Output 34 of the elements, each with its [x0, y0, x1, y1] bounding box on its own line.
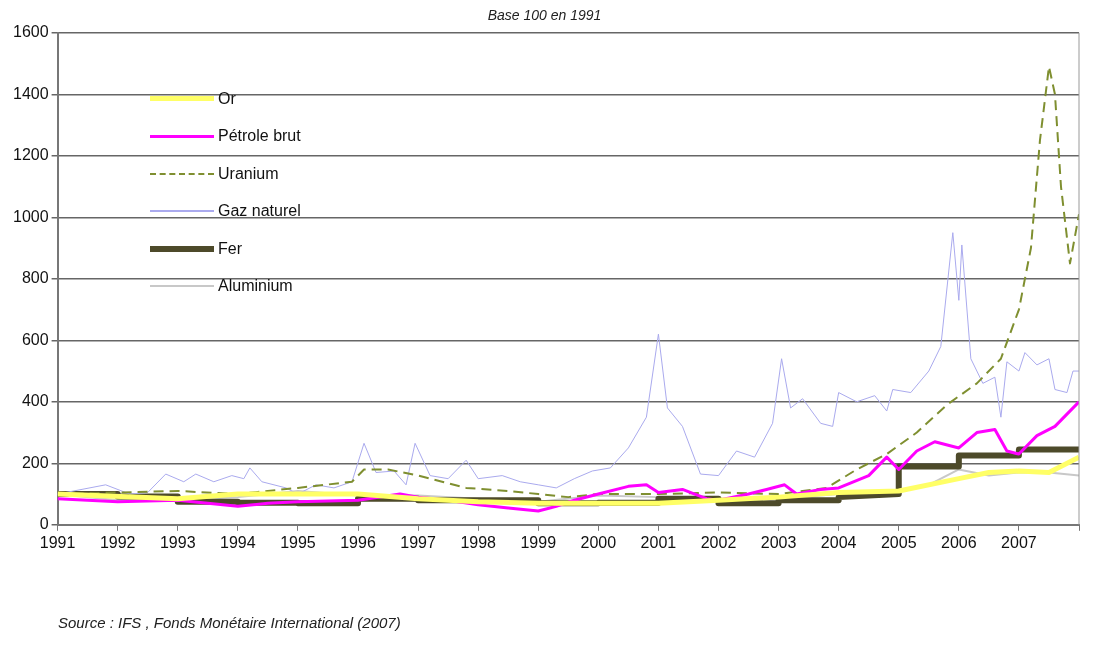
- legend-label: Gaz naturel: [218, 202, 301, 221]
- y-tick-label: 200: [21, 453, 49, 471]
- legend-label: Pétrole brut: [218, 127, 301, 146]
- y-tick-label: 1200: [13, 146, 49, 164]
- y-tick-label: 600: [21, 330, 49, 348]
- x-tick-label: 1992: [99, 533, 136, 551]
- x-tick-label: 2007: [1001, 533, 1037, 551]
- x-tick-label: 1995: [280, 533, 316, 551]
- source-note: Source : IFS , Fonds Monétaire International (2007): [58, 614, 401, 631]
- x-tick-label: 2003: [760, 533, 797, 551]
- y-tick-label: 1000: [13, 207, 49, 225]
- x-tick-label: 2001: [640, 533, 677, 551]
- y-tick-label: 1600: [13, 23, 49, 41]
- x-tick-label: 2004: [820, 533, 857, 551]
- x-tick-label: 1994: [220, 533, 256, 551]
- x-tick-label: 1997: [400, 533, 436, 551]
- x-tick-label: 2000: [580, 533, 617, 551]
- x-tick-label: 1999: [520, 533, 557, 551]
- x-tick-label: 1998: [460, 533, 497, 551]
- legend-label: Or: [218, 89, 236, 108]
- y-tick-label: 800: [21, 269, 49, 287]
- y-tick-label: 400: [21, 392, 49, 410]
- legend-label: Uranium: [218, 164, 279, 183]
- x-tick-label: 1991: [39, 533, 76, 551]
- chart-title: Base 100 en 1991: [487, 7, 602, 24]
- x-tick-label: 1993: [159, 533, 196, 551]
- y-tick-label: 0: [39, 515, 49, 533]
- x-tick-label: 2002: [700, 533, 737, 551]
- y-tick-label: 1400: [13, 84, 49, 102]
- legend-label: Fer: [218, 239, 242, 258]
- x-tick-label: 2005: [880, 533, 917, 551]
- x-tick-label: 2006: [941, 533, 977, 551]
- x-tick-label: 1996: [340, 533, 376, 551]
- legend-label: Aluminium: [218, 277, 293, 296]
